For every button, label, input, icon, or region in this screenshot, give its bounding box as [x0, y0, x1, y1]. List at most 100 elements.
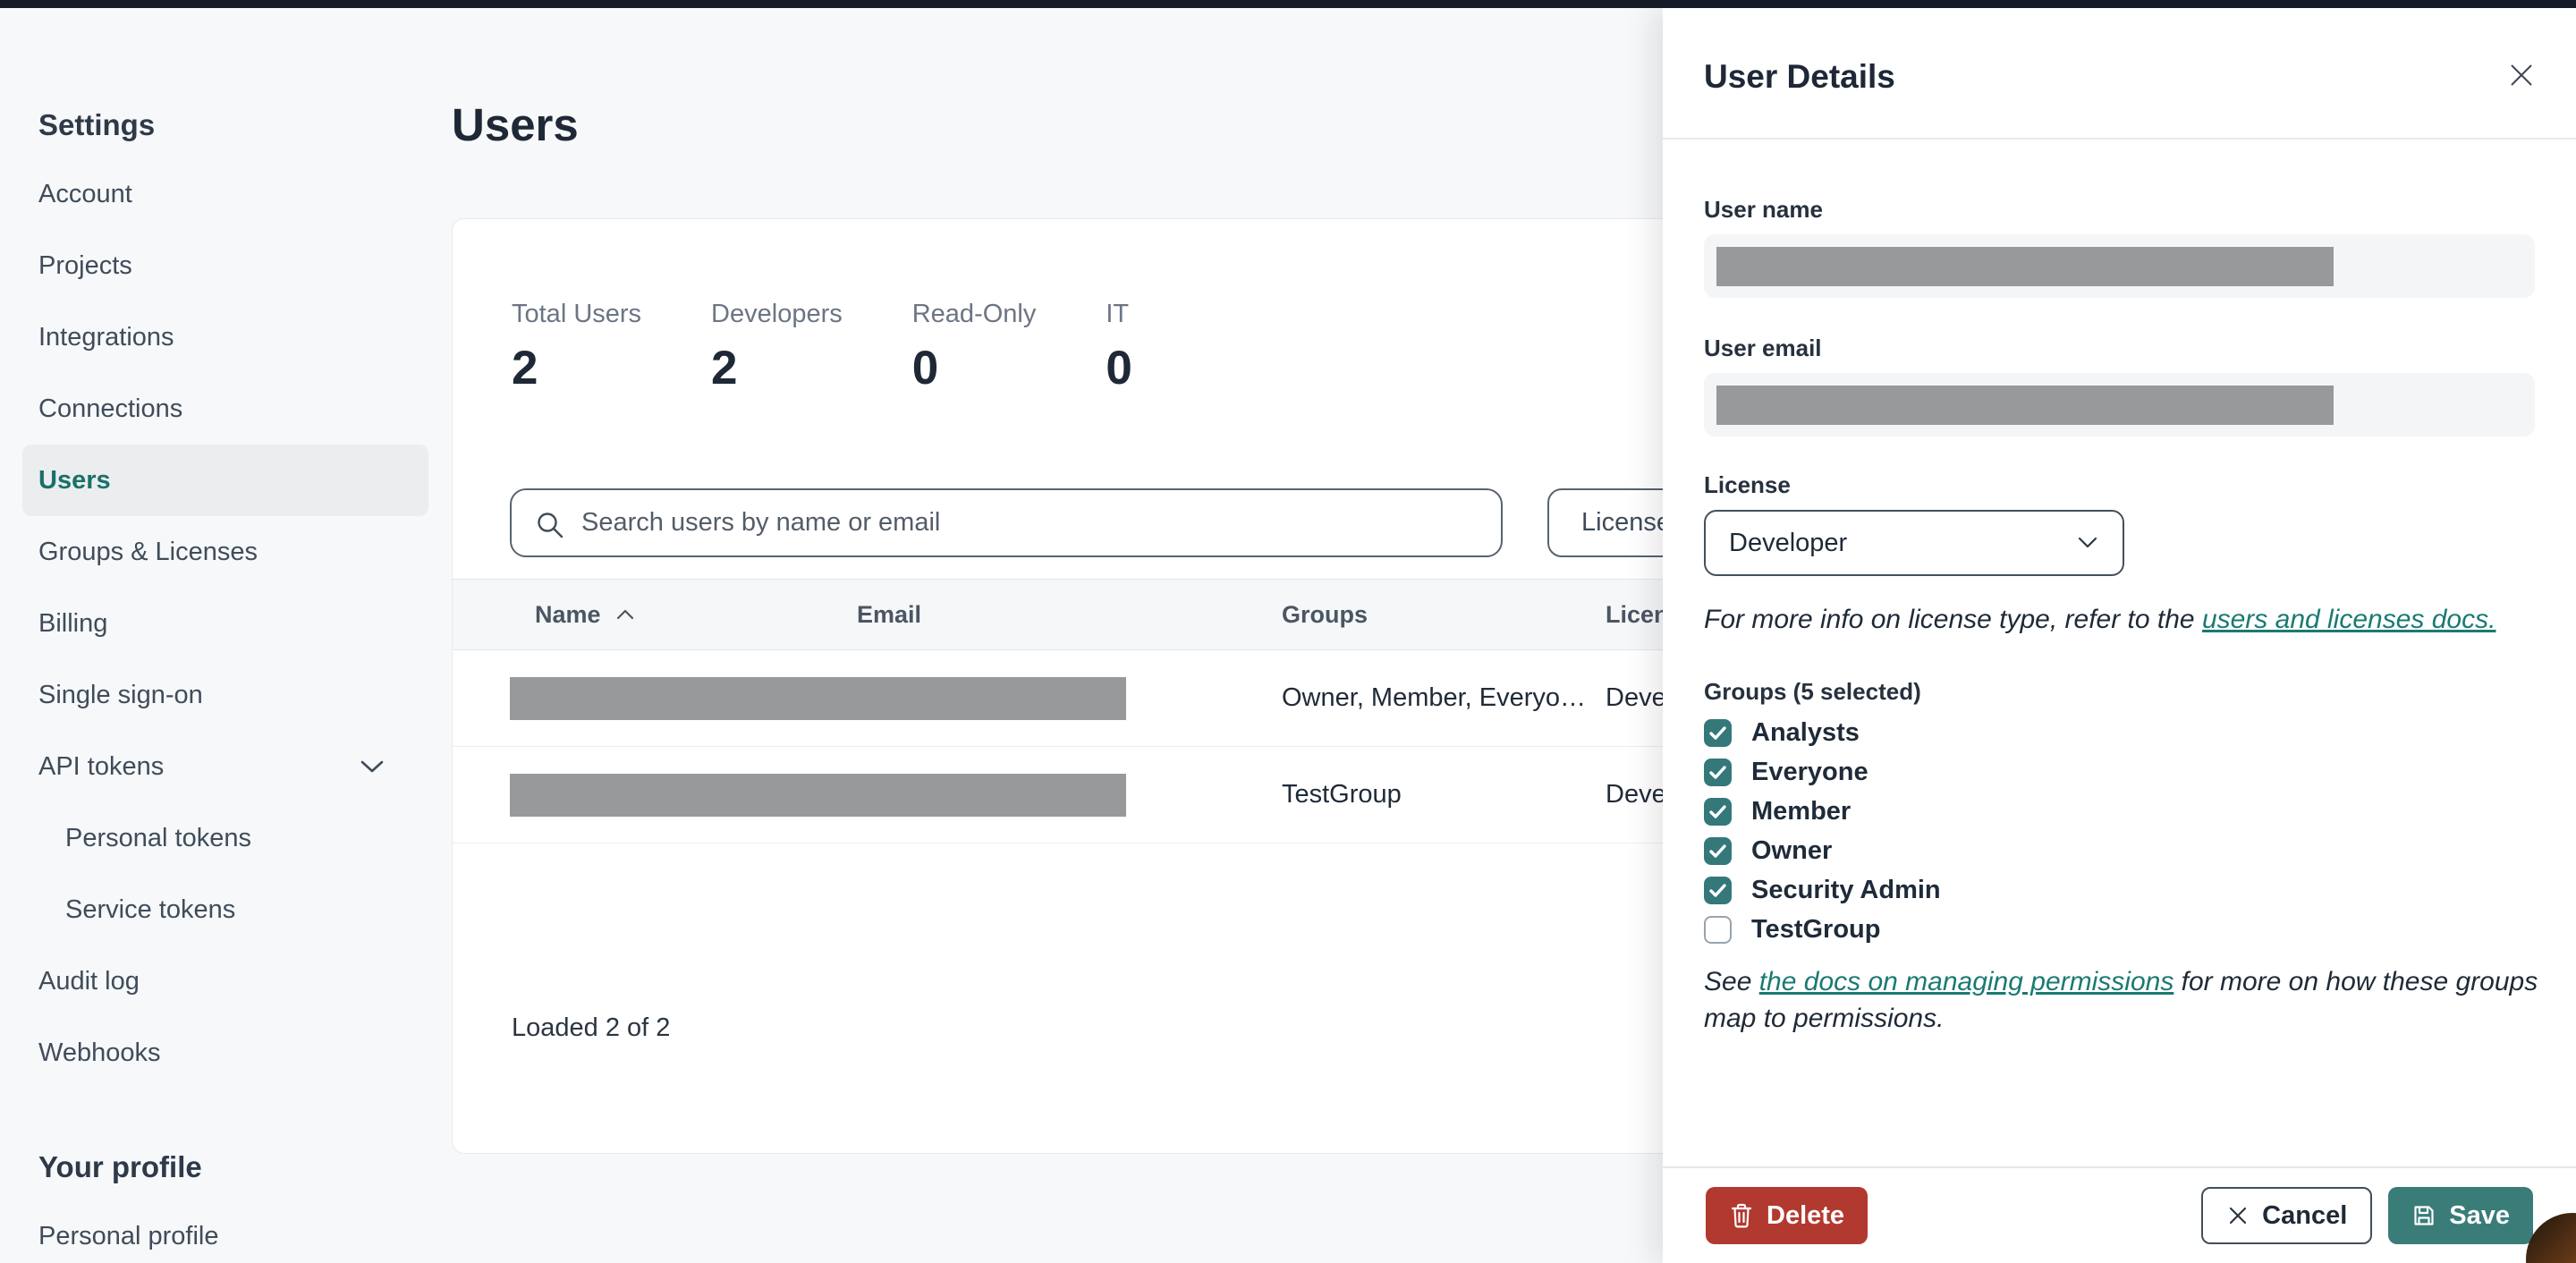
- sidebar-nav-list: Account Projects Integrations Connection…: [22, 158, 428, 1089]
- permissions-info-prefix: See: [1704, 967, 1759, 996]
- checkbox-label: Security Admin: [1751, 875, 1941, 904]
- column-header-label: Name: [535, 600, 601, 628]
- sidebar-item-integrations[interactable]: Integrations: [22, 301, 428, 373]
- stat-total-users: Total Users 2: [512, 300, 641, 395]
- sidebar-item-webhooks[interactable]: Webhooks: [22, 1017, 428, 1089]
- chevron-down-icon: [359, 759, 386, 775]
- checkbox-label: Member: [1751, 796, 1852, 826]
- stat-value: 2: [711, 342, 738, 394]
- drawer-footer: Delete Cancel Save: [1663, 1166, 2576, 1263]
- chevron-down-icon: [2078, 537, 2097, 548]
- sidebar-item-label: Single sign-on: [38, 680, 203, 709]
- redacted-name-email-bar: [510, 774, 1126, 817]
- sidebar-item-label: Connections: [38, 394, 183, 423]
- sidebar-item-label: Service tokens: [65, 894, 236, 924]
- sidebar-item-label: Personal profile: [38, 1221, 219, 1250]
- page-title: Users: [452, 99, 579, 150]
- delete-button[interactable]: Delete: [1706, 1187, 1868, 1244]
- stat-it: IT 0: [1106, 300, 1131, 395]
- sidebar-item-label: Personal tokens: [65, 823, 251, 852]
- save-button[interactable]: Save: [2388, 1187, 2533, 1244]
- table-row[interactable]: Owner, Member, Everyo… Developer: [453, 650, 2150, 747]
- group-checkbox-security-admin[interactable]: Security Admin: [1704, 870, 2535, 910]
- search-icon: [538, 513, 564, 538]
- sidebar-item-label: Billing: [38, 608, 108, 638]
- cancel-button-label: Cancel: [2262, 1200, 2348, 1230]
- checkbox: [1704, 876, 1732, 904]
- license-select[interactable]: Developer: [1704, 510, 2124, 576]
- sidebar-item-personal-tokens[interactable]: Personal tokens: [22, 802, 428, 874]
- close-icon: [2511, 64, 2532, 86]
- cell-groups: Owner, Member, Everyo…: [1282, 683, 1587, 712]
- sidebar-item-audit-log[interactable]: Audit log: [22, 945, 428, 1017]
- checkbox-label: TestGroup: [1751, 914, 1881, 944]
- sidebar-item-label: Groups & Licenses: [38, 537, 258, 566]
- stat-label: Read-Only: [911, 300, 1037, 328]
- group-checkbox-member[interactable]: Member: [1704, 792, 2535, 831]
- check-icon: [1709, 804, 1726, 818]
- managing-permissions-docs-link[interactable]: the docs on managing permissions: [1758, 967, 2174, 996]
- close-button[interactable]: [2501, 55, 2542, 98]
- loaded-count: Loaded 2 of 2: [512, 1013, 671, 1042]
- check-icon: [1709, 843, 1726, 858]
- license-label: License: [1704, 471, 1791, 498]
- drawer-header: User Details: [1663, 8, 2576, 140]
- email-label: User email: [1704, 335, 1822, 361]
- checkbox: [1704, 718, 1732, 747]
- cancel-button[interactable]: Cancel: [2201, 1187, 2373, 1244]
- checkbox-label: Everyone: [1751, 757, 1868, 786]
- checkbox: [1704, 758, 1732, 786]
- sort-ascending-icon: [616, 609, 633, 620]
- sidebar-item-users[interactable]: Users: [22, 445, 428, 516]
- sidebar-item-single-sign-on[interactable]: Single sign-on: [22, 659, 428, 731]
- sidebar-item-account[interactable]: Account: [22, 158, 428, 230]
- sidebar-item-projects[interactable]: Projects: [22, 230, 428, 301]
- users-licenses-docs-link[interactable]: users and licenses docs.: [2201, 605, 2496, 634]
- sidebar-item-label: Audit log: [38, 966, 140, 996]
- drawer-title: User Details: [1704, 58, 1895, 95]
- sidebar-item-groups-licenses[interactable]: Groups & Licenses: [22, 516, 428, 588]
- sidebar-item-personal-profile[interactable]: Personal profile: [22, 1200, 428, 1263]
- sidebar-heading: Settings: [38, 108, 156, 141]
- column-header-name[interactable]: Name: [535, 601, 857, 629]
- column-header-groups[interactable]: Groups: [1282, 600, 1368, 628]
- group-checkbox-testgroup[interactable]: TestGroup: [1704, 910, 2535, 949]
- stat-label: Developers: [711, 300, 843, 328]
- groups-selected-label: Groups (5 selected): [1704, 678, 1921, 705]
- group-checkbox-owner[interactable]: Owner: [1704, 831, 2535, 870]
- stat-developers: Developers 2: [711, 300, 843, 395]
- permissions-info-suffix: for more on how these groups map to perm…: [1704, 967, 2538, 1033]
- license-filter-label: License: [1581, 508, 1671, 537]
- save-icon: [2414, 1206, 2434, 1225]
- cell-groups: TestGroup: [1282, 780, 1402, 809]
- table-controls: License: [453, 488, 2150, 557]
- email-field[interactable]: [1704, 373, 2535, 437]
- column-header-email[interactable]: Email: [857, 600, 922, 628]
- search-users-input[interactable]: [512, 490, 1501, 555]
- save-button-label: Save: [2449, 1200, 2510, 1230]
- user-details-drawer: User Details User name User email Licens…: [1663, 8, 2576, 1263]
- sidebar-item-label: Users: [38, 465, 111, 495]
- username-field[interactable]: [1704, 234, 2535, 298]
- redacted-username: [1716, 246, 2334, 286]
- license-info-text: For more info on license type, refer to …: [1704, 601, 2545, 638]
- sidebar-item-connections[interactable]: Connections: [22, 373, 428, 445]
- stat-label: Total Users: [512, 300, 642, 328]
- check-icon: [1709, 883, 1726, 897]
- group-checkbox-analysts[interactable]: Analysts: [1704, 713, 2535, 752]
- sidebar-item-label: Integrations: [38, 322, 174, 352]
- trash-icon: [1731, 1203, 1752, 1228]
- sidebar-item-api-tokens[interactable]: API tokens: [22, 731, 428, 802]
- checkbox-label: Owner: [1751, 835, 1833, 865]
- stat-value: 0: [911, 342, 939, 394]
- group-checkbox-everyone[interactable]: Everyone: [1704, 752, 2535, 792]
- user-stats: Total Users 2 Developers 2 Read-Only 0 I…: [453, 219, 2150, 395]
- license-select-value: Developer: [1729, 528, 1848, 557]
- checkbox-label: Analysts: [1751, 717, 1860, 747]
- redacted-email: [1716, 385, 2334, 425]
- delete-button-label: Delete: [1767, 1200, 1845, 1230]
- sidebar-item-billing[interactable]: Billing: [22, 588, 428, 659]
- sidebar-item-service-tokens[interactable]: Service tokens: [22, 874, 428, 945]
- stat-label: IT: [1106, 300, 1130, 328]
